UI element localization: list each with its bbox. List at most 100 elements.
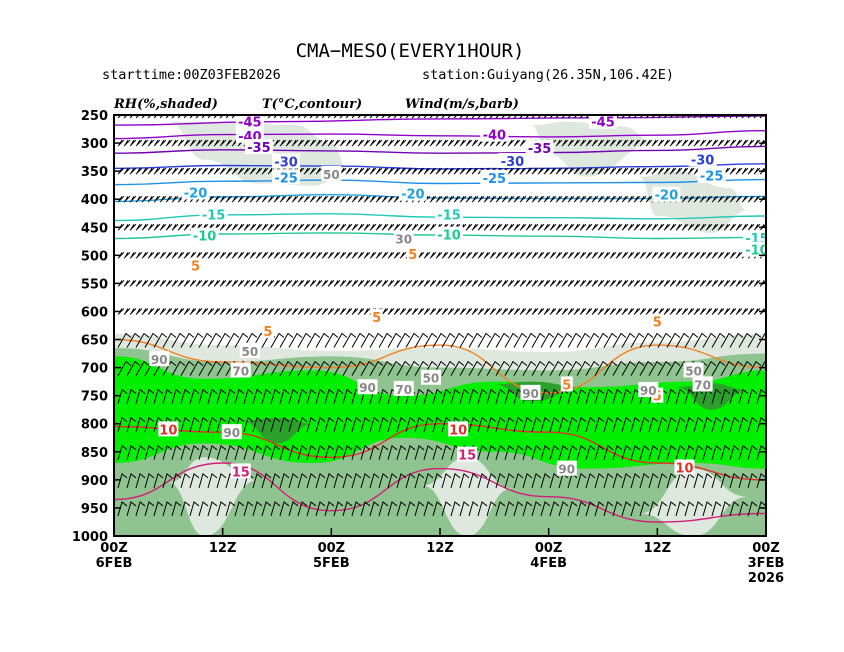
wind-barb-508: [573, 223, 581, 231]
wind-barb-7: [159, 115, 164, 119]
wind-barb-507: [567, 223, 575, 231]
wind-barb-1199: [540, 444, 551, 460]
wind-barb-430: [753, 195, 761, 203]
wind-barb-95: [687, 115, 692, 119]
wind-barb-1143: [684, 416, 695, 432]
wind-barb-213: [747, 139, 755, 147]
wind-barb-1155: [144, 444, 155, 460]
temperature-label-bg-9: [272, 169, 301, 185]
wind-barb-420: [693, 195, 701, 203]
wind-barb-398: [561, 195, 569, 203]
wind-barb-889: [342, 332, 357, 348]
wind-barb-248: [309, 167, 317, 175]
wind-barb-816: [477, 308, 485, 315]
wind-barb-425: [723, 195, 731, 203]
wind-barb-1011: [144, 388, 155, 404]
wind-barb-1017: [198, 388, 209, 404]
wind-barb-87: [639, 115, 644, 119]
wind-barb-623: [615, 251, 623, 259]
wind-barb-1188: [441, 444, 452, 460]
wind-barb-1179: [360, 444, 371, 460]
wind-barb-473: [363, 223, 371, 231]
wind-barb-1367: [756, 501, 766, 517]
wind-barb-510: [585, 223, 593, 231]
wind-barb-330: [153, 195, 161, 203]
rh-label-bg-1: [393, 230, 414, 246]
wind-barb-64: [501, 115, 506, 119]
wind-barb-60: [477, 115, 482, 119]
wind-barb-522: [657, 223, 665, 231]
wind-barb-1159: [180, 444, 191, 460]
wind-barb-75: [567, 115, 572, 119]
wind-barb-1278: [603, 473, 614, 489]
wind-barb-331: [159, 195, 167, 203]
wind-barb-834: [585, 308, 593, 315]
wind-barb-585: [387, 251, 395, 259]
rh-label-bg-13: [556, 460, 577, 476]
wind-barb-480: [405, 223, 413, 231]
wind-barb-1268: [513, 473, 524, 489]
wind-barb-1277: [594, 473, 605, 489]
wind-barb-1016: [189, 388, 200, 404]
wind-barb-17: [219, 115, 224, 119]
wind-barb-670: [249, 280, 257, 287]
wind-barb-614: [561, 251, 569, 259]
wind-barb-660: [189, 280, 197, 287]
wind-barb-145: [339, 139, 347, 147]
wind-barb-197: [651, 139, 659, 147]
wind-barb-898: [423, 332, 438, 348]
wind-barb-835: [591, 308, 599, 315]
wind-barb-1201: [558, 444, 569, 460]
wind-barb-1166: [243, 444, 254, 460]
wind-barb-469: [339, 223, 347, 231]
wind-barb-296: [597, 167, 605, 175]
y-axis: 2503003504004505005506006507007508008509…: [72, 109, 766, 545]
wind-barb-73: [555, 115, 560, 119]
wind-barb-741: [675, 280, 683, 287]
y-tick-label-1: 300: [81, 137, 108, 152]
wind-barb-112: [141, 139, 149, 147]
wind-barb-366: [369, 195, 377, 203]
wind-barb-1122: [495, 416, 506, 432]
wind-barb-934: [747, 332, 762, 348]
wind-barb-782: [273, 308, 281, 315]
wind-barb-640: [717, 251, 725, 259]
wind-barb-107: [759, 115, 764, 119]
wind-barb-550: [177, 251, 185, 259]
wind-barb-894: [387, 332, 402, 348]
wind-barb-686: [345, 280, 353, 287]
wind-barb-1145: [702, 416, 713, 432]
temperature-label-3: -40: [483, 129, 507, 144]
wind-barb-345: [243, 195, 251, 203]
wind-barb-995: [648, 360, 663, 376]
wind-barb-661: [195, 280, 203, 287]
wind-barb-1162: [207, 444, 218, 460]
wind-barb-1171: [288, 444, 299, 460]
wind-barb-1332: [441, 501, 452, 517]
wind-barb-381: [459, 195, 467, 203]
wind-barb-1084: [153, 416, 164, 432]
wind-barb-1311: [252, 501, 263, 517]
wind-barb-156: [405, 139, 413, 147]
wind-barb-962: [351, 360, 366, 376]
wind-barb-333: [171, 195, 179, 203]
wind-barb-111: [135, 139, 143, 147]
wind-barb-562: [249, 251, 257, 259]
wind-barb-850: [681, 308, 689, 315]
wind-barb-435: [135, 223, 143, 231]
wind-barb-493: [483, 223, 491, 231]
wind-barb-1218: [711, 444, 722, 460]
wind-barb-1142: [675, 416, 686, 432]
wind-barb-1175: [324, 444, 335, 460]
wind-barb-707: [471, 280, 479, 287]
wind-barb-929: [702, 332, 717, 348]
wind-barb-264: [405, 167, 413, 175]
wind-barb-36: [333, 115, 338, 119]
wind-barb-909: [522, 332, 537, 348]
wind-barb-359: [327, 195, 335, 203]
wind-barb-1197: [522, 444, 533, 460]
wind-barb-1217: [702, 444, 713, 460]
wind-barb-1225: [126, 473, 137, 489]
wind-barb-991: [612, 360, 627, 376]
wind-barb-848: [669, 308, 677, 315]
